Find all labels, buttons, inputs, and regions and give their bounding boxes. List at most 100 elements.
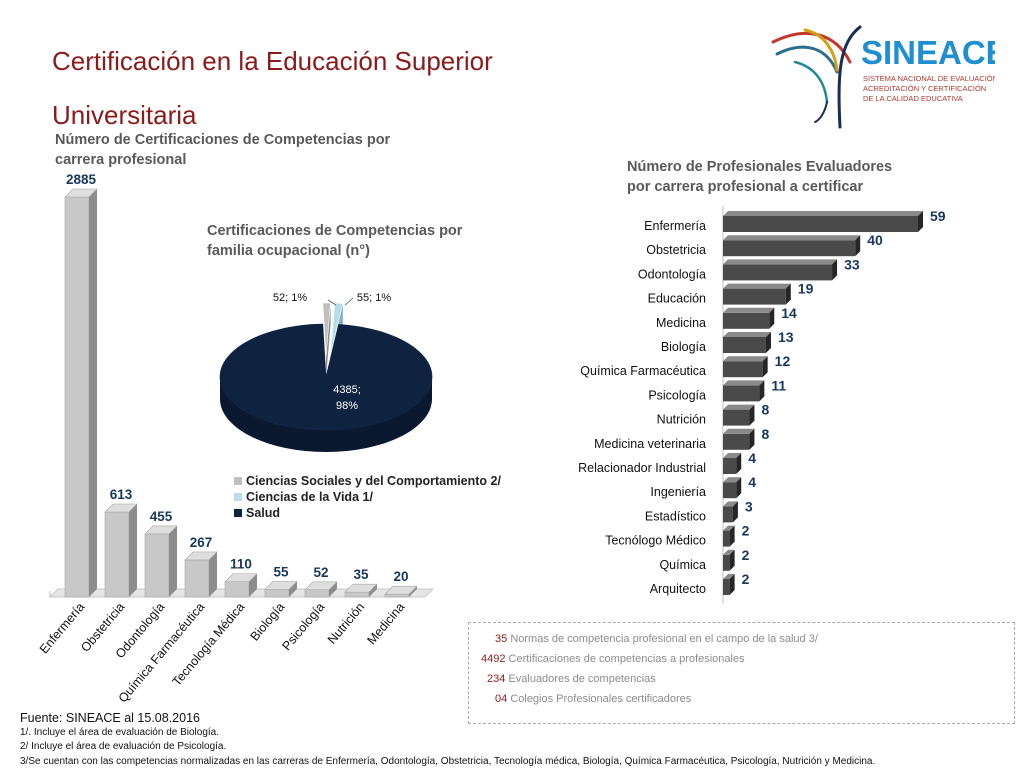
- bar-top: [723, 211, 923, 216]
- legend-swatch: [234, 509, 242, 517]
- bar-top: [723, 235, 860, 240]
- data-label: 613: [110, 487, 133, 502]
- bar-front: [723, 289, 786, 305]
- tick-label: Ingeniería: [650, 485, 706, 499]
- bar-side: [169, 526, 177, 597]
- legend-label: Ciencias de la Vida 1/: [246, 489, 373, 505]
- legend-swatch: [234, 477, 242, 485]
- logo-mark-icon: [773, 27, 860, 127]
- data-label: 55: [273, 564, 289, 579]
- source-note-1: 1/. Incluye el área de evaluación de Bio…: [20, 726, 1020, 741]
- bar-side: [89, 189, 97, 597]
- summary-row: 35 Normas de competencia profesional en …: [495, 629, 1014, 649]
- tick-label: Medicina: [656, 316, 706, 330]
- logo-sub-1: SISTEMA NACIONAL DE EVALUACIÓN,: [863, 74, 995, 83]
- page-title: Certificación en la Educación Superior U…: [52, 34, 612, 142]
- bar: [723, 526, 735, 547]
- bar-front: [145, 534, 169, 597]
- bar-left-title-line1: Número de Certificaciones de Competencia…: [55, 130, 390, 150]
- bar: [723, 550, 735, 571]
- tick-label: Arquitecto: [650, 582, 706, 596]
- legend-item-salud: Salud: [234, 505, 501, 521]
- bar-top: [723, 259, 837, 264]
- bar: [723, 332, 771, 353]
- tick-label: Medicina: [364, 600, 407, 647]
- bar: [145, 526, 177, 597]
- bar: [723, 211, 923, 232]
- bar-right-title: Número de Profesionales Evaluadores por …: [627, 157, 892, 197]
- tick-label: Medicina veterinaria: [594, 437, 706, 451]
- tick-label: Estadístico: [645, 509, 706, 523]
- data-label: 2: [742, 547, 750, 563]
- pie-leader: [345, 298, 353, 305]
- bar-front: [723, 458, 736, 474]
- data-label: 4: [748, 474, 756, 490]
- bar-chart-evaluadores: 59Enfermería40Obstetricia33Odontología19…: [560, 200, 980, 610]
- bar: [185, 552, 217, 597]
- data-label: 20: [393, 569, 408, 584]
- bar-front: [723, 361, 763, 377]
- sineace-logo: SINEACE SISTEMA NACIONAL DE EVALUACIÓN, …: [765, 22, 995, 132]
- bar: [723, 501, 738, 522]
- bar: [723, 477, 741, 498]
- data-label: 59: [930, 208, 946, 224]
- summary-number: 04: [495, 693, 507, 705]
- pie-title: Certificaciones de Competencias por fami…: [207, 221, 462, 261]
- source-main: Fuente: SINEACE al 15.08.2016: [20, 711, 1020, 726]
- bar-top: [723, 405, 754, 410]
- tick-label: Tecnólogo Médico: [605, 534, 706, 548]
- bar-top: [723, 356, 768, 361]
- bar-front: [265, 589, 289, 597]
- data-label: 12: [775, 353, 791, 369]
- data-label: 2: [742, 523, 750, 539]
- bar: [723, 453, 741, 474]
- bar-top: [723, 332, 771, 337]
- logo-sub-2: ACREDITACIÓN Y CERTIFICACIÓN: [863, 84, 986, 93]
- summary-box: 35 Normas de competencia profesional en …: [468, 622, 1015, 724]
- bar: [225, 574, 257, 597]
- tick-label: Tecnología Médica: [170, 600, 248, 689]
- bar-front: [345, 592, 369, 597]
- source-note-2: 2/ Incluye el área de evaluación de Psic…: [20, 740, 1020, 755]
- legend-label: Salud: [246, 505, 280, 521]
- bar-side: [129, 504, 137, 597]
- data-label: 40: [867, 232, 883, 248]
- data-label: 4: [748, 450, 756, 466]
- tick-label: Biología: [661, 340, 706, 354]
- data-label: 8: [761, 426, 769, 442]
- summary-text: Normas de competencia profesional en el …: [510, 633, 818, 645]
- bar: [723, 259, 837, 280]
- logo-sub-3: DE LA CALIDAD EDUCATIVA: [863, 94, 963, 103]
- pie-label-salud: 4385;: [333, 384, 361, 396]
- tick-label: Química: [659, 558, 706, 572]
- bar: [723, 429, 754, 450]
- summary-row: 234 Evaluadores de competencias: [487, 669, 1014, 689]
- tick-label: Psicología: [648, 388, 706, 402]
- bar-front: [723, 216, 918, 232]
- summary-row: 04 Colegios Profesionales certificadores: [495, 689, 1014, 709]
- tick-label: Nutrición: [657, 413, 706, 427]
- data-label: 267: [190, 535, 213, 550]
- bar: [723, 380, 764, 401]
- data-label: 3: [745, 498, 753, 514]
- bar-front: [65, 197, 89, 597]
- bar-front: [185, 560, 209, 597]
- bar-front: [723, 531, 730, 547]
- summary-row: 4492 Certificaciones de competencias a p…: [481, 649, 1014, 669]
- bar: [105, 504, 137, 597]
- legend-label: Ciencias Sociales y del Comportamiento 2…: [246, 473, 501, 489]
- bar-front: [723, 579, 730, 595]
- summary-text: Certificaciones de competencias a profes…: [509, 653, 745, 665]
- bar-front: [305, 590, 329, 597]
- data-label: 8: [761, 402, 769, 418]
- bar: [723, 308, 774, 329]
- legend-swatch: [234, 493, 242, 501]
- data-label: 33: [844, 256, 860, 272]
- bar-top: [723, 284, 791, 289]
- pie-label-vida: 55; 1%: [357, 292, 391, 304]
- bar-front: [723, 313, 769, 329]
- pie-label-salud: 98%: [336, 400, 358, 412]
- bar-front: [723, 240, 855, 256]
- bar-front: [385, 594, 409, 597]
- bar: [723, 284, 791, 305]
